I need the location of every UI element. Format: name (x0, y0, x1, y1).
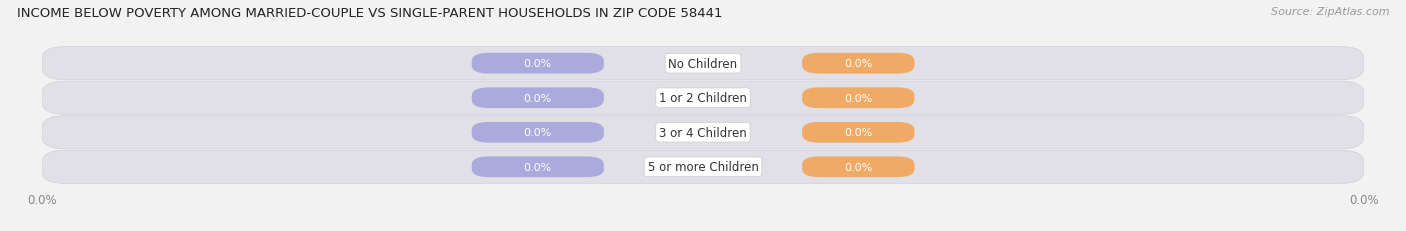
Text: 1 or 2 Children: 1 or 2 Children (659, 92, 747, 105)
FancyBboxPatch shape (42, 82, 1364, 115)
FancyBboxPatch shape (471, 122, 605, 143)
Text: No Children: No Children (668, 58, 738, 70)
FancyBboxPatch shape (801, 54, 914, 74)
Text: 3 or 4 Children: 3 or 4 Children (659, 126, 747, 139)
FancyBboxPatch shape (801, 88, 914, 109)
Text: Source: ZipAtlas.com: Source: ZipAtlas.com (1271, 7, 1389, 17)
FancyBboxPatch shape (801, 122, 914, 143)
FancyBboxPatch shape (801, 157, 914, 177)
FancyBboxPatch shape (471, 54, 605, 74)
FancyBboxPatch shape (42, 116, 1364, 149)
Text: 0.0%: 0.0% (523, 59, 553, 69)
FancyBboxPatch shape (471, 157, 605, 177)
FancyBboxPatch shape (471, 88, 605, 109)
Text: 0.0%: 0.0% (844, 128, 872, 138)
Text: 0.0%: 0.0% (523, 93, 553, 103)
Text: 0.0%: 0.0% (523, 128, 553, 138)
Text: 0.0%: 0.0% (844, 93, 872, 103)
FancyBboxPatch shape (42, 151, 1364, 184)
Text: 5 or more Children: 5 or more Children (648, 161, 758, 173)
FancyBboxPatch shape (42, 47, 1364, 80)
Text: 0.0%: 0.0% (523, 162, 553, 172)
Text: INCOME BELOW POVERTY AMONG MARRIED-COUPLE VS SINGLE-PARENT HOUSEHOLDS IN ZIP COD: INCOME BELOW POVERTY AMONG MARRIED-COUPL… (17, 7, 723, 20)
Text: 0.0%: 0.0% (844, 162, 872, 172)
Text: 0.0%: 0.0% (844, 59, 872, 69)
